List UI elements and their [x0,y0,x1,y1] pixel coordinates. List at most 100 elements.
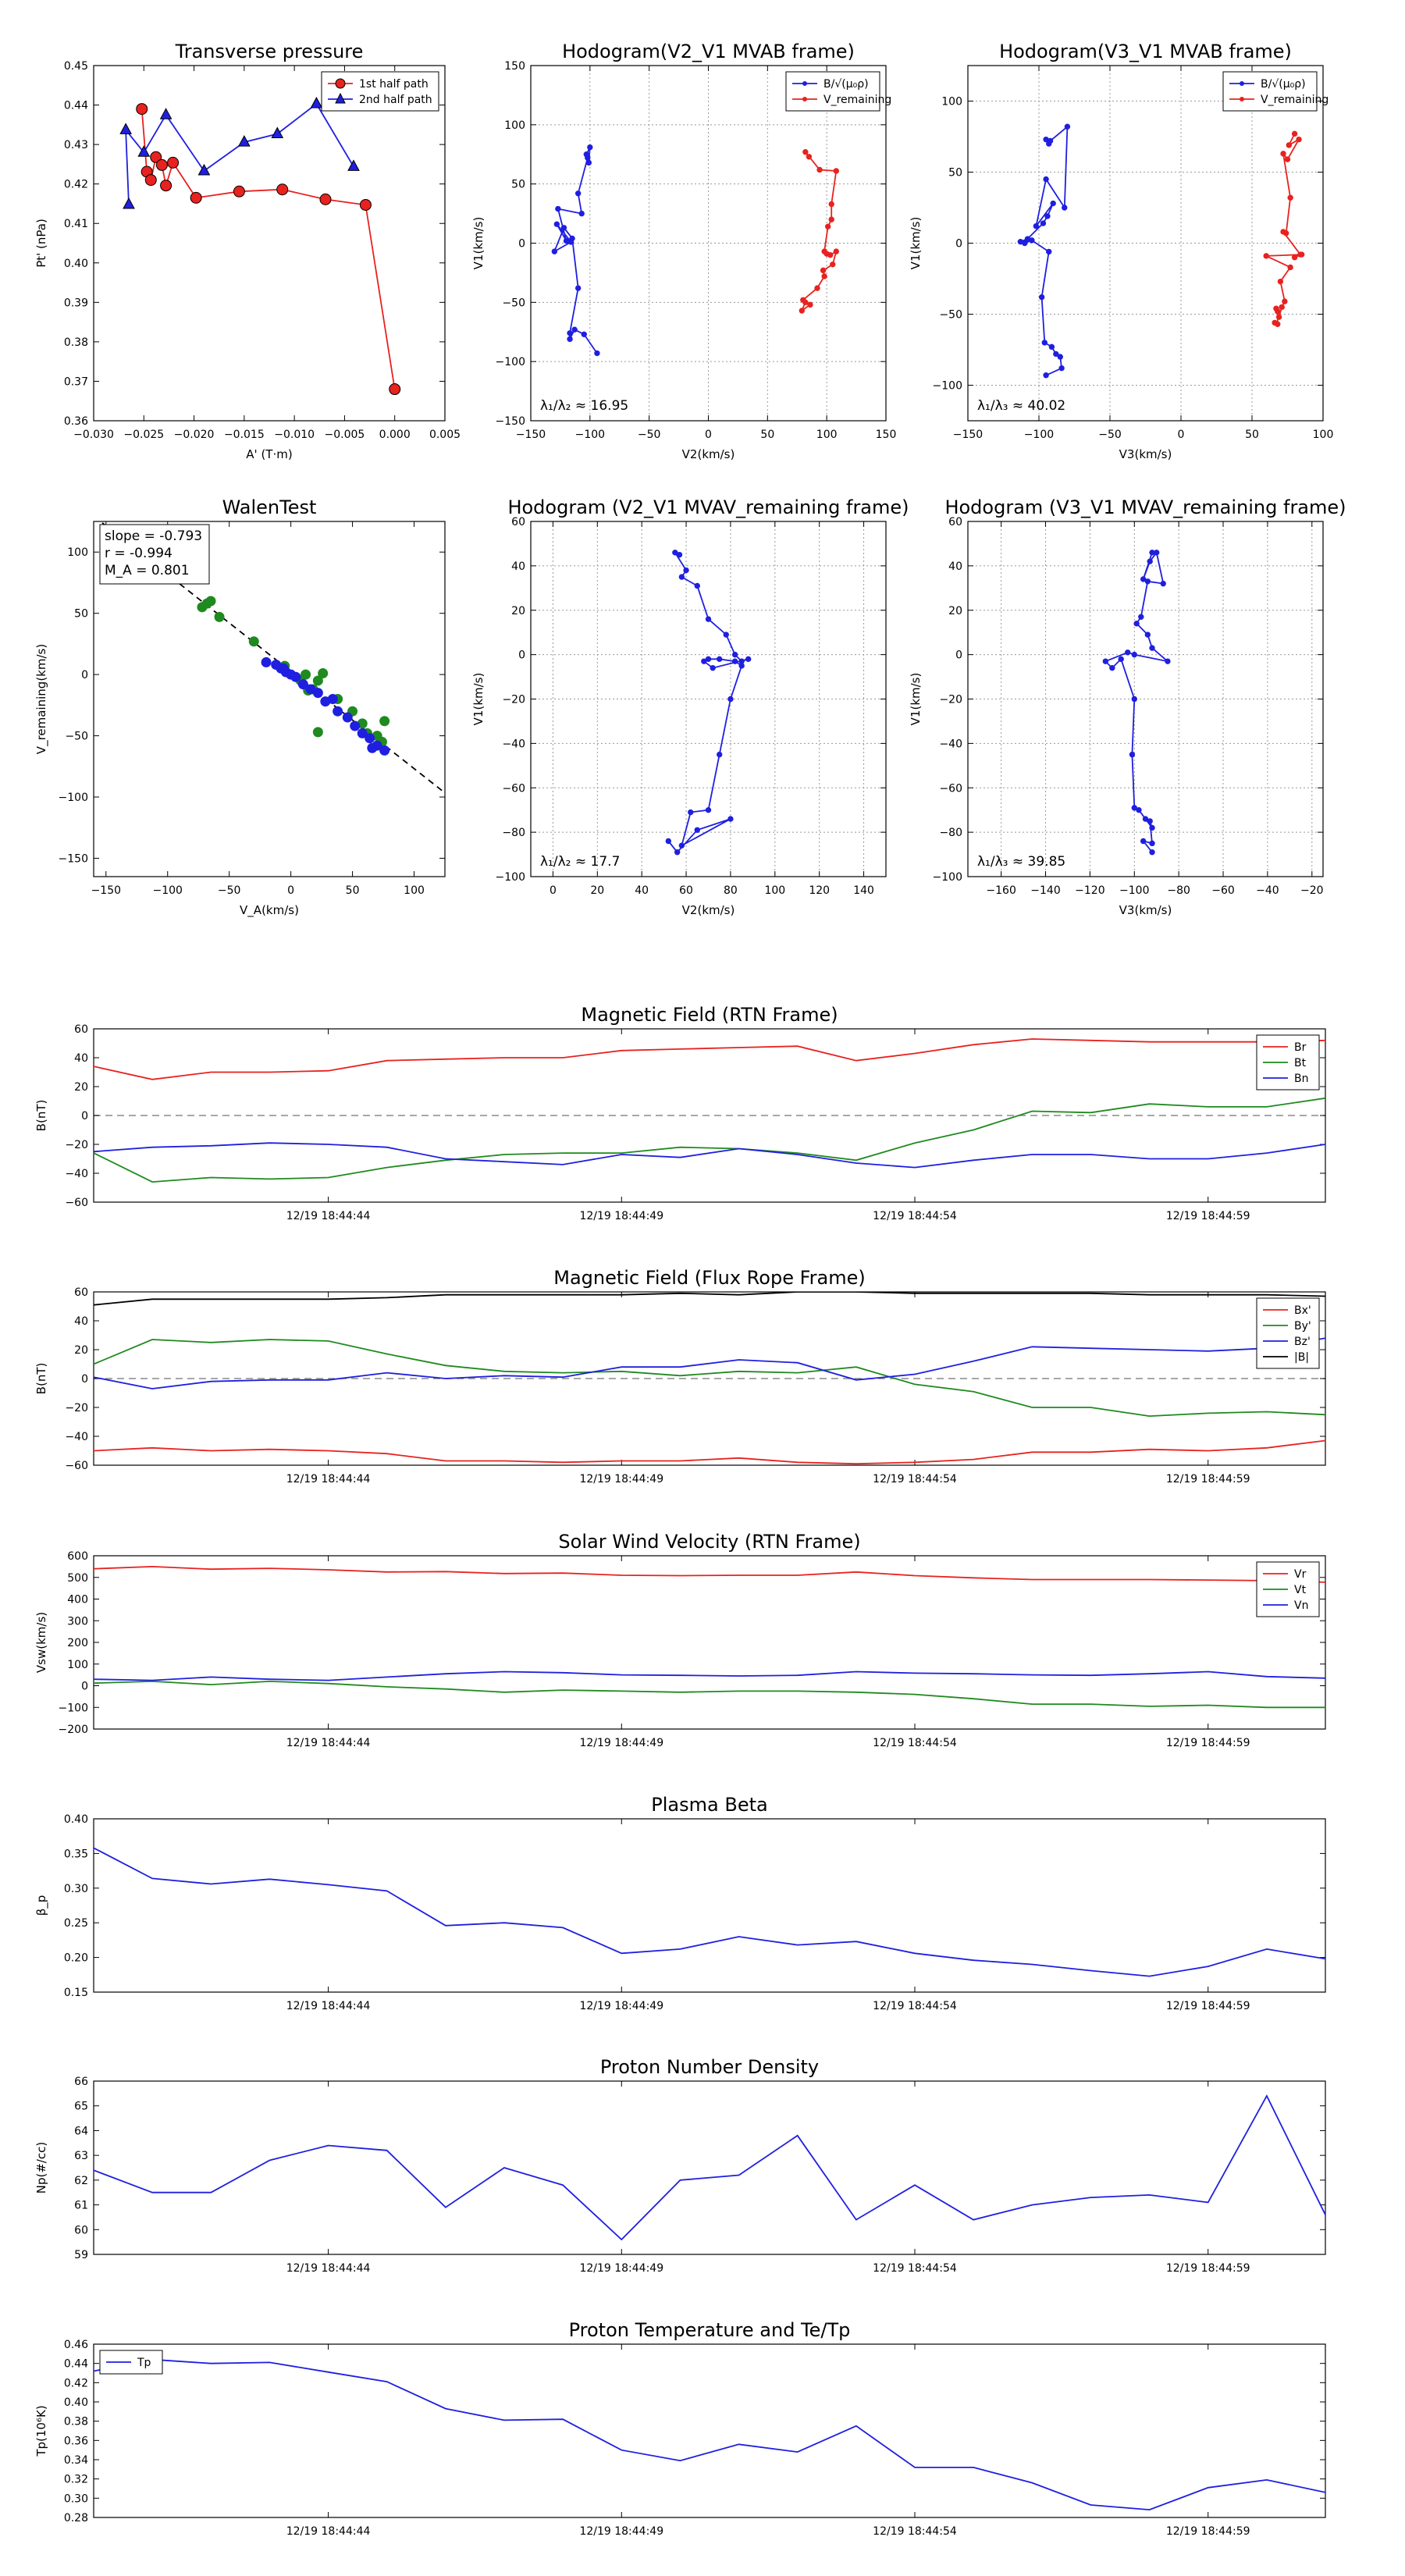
data-point [727,696,734,703]
data-point [567,336,573,343]
data-point [678,574,685,580]
x-tick-label: −150 [953,429,983,441]
y-tick-label: 0 [81,669,88,681]
legend-label: Vn [1294,1599,1308,1612]
x-tick-label: 40 [635,884,649,897]
y-tick-label: 200 [67,1637,88,1649]
data-point [802,149,809,155]
chart-data-area [94,2094,1325,2241]
series-line-by- [94,1339,1325,1418]
x-tick-label: 100 [1313,429,1334,441]
x-tick-label: 12/19 18:44:54 [873,1737,957,1749]
chart-data-area [551,144,840,357]
data-point [674,849,681,856]
y-axis-label: Vsw(km/s) [34,1612,48,1673]
y-tick-label: 0.42 [64,2377,88,2389]
data-point [585,155,591,162]
data-point [1043,372,1049,379]
data-point [1118,656,1124,663]
x-tick-label: −50 [638,429,661,441]
y-tick-label: 0.42 [64,179,88,191]
x-tick-label: 12/19 18:44:44 [286,2000,371,2012]
series-line-vt [94,1680,1325,1709]
x-tick-label: 50 [1245,429,1259,441]
x-tick-label: 12/19 18:44:54 [873,2262,957,2275]
legend-marker [1240,97,1244,101]
data-point [727,816,734,822]
x-tick-label: −50 [1098,429,1122,441]
x-tick-label: 12/19 18:44:44 [286,1210,371,1222]
data-point [144,174,157,187]
y-tick-label: −100 [496,871,525,884]
data-point [1046,248,1052,255]
data-point [717,656,723,663]
y-tick-label: −60 [502,782,525,795]
y-tick-label: 60 [74,1286,88,1299]
data-point [830,262,836,268]
legend-label: By' [1294,1320,1311,1332]
y-tick-label: 0.30 [64,2492,88,2505]
x-tick-label: 20 [590,884,604,897]
x-tick-label: 12/19 18:44:59 [1166,2262,1250,2275]
legend-label: B/√(μ₀ρ) [823,78,869,91]
x-tick-label: 12/19 18:44:49 [579,1473,663,1485]
legend: 1st half path 2nd half path [321,71,439,112]
data-point [1291,130,1298,137]
data-point [717,751,723,758]
data-point [312,727,323,738]
chart-title: Magnetic Field (Flux Rope Frame) [553,1267,865,1289]
y-axis-label: V_remaining(km/s) [34,644,49,754]
data-point [569,235,575,242]
x-tick-label: 12/19 18:44:54 [873,1473,957,1485]
data-point [1286,142,1293,148]
data-point [327,694,338,704]
data-point [1165,658,1171,664]
data-point [312,675,323,686]
chart-title: Hodogram(V3_V1 MVAB frame) [999,41,1292,62]
data-point [1144,578,1151,585]
fit-stat-text: slope = -0.793 [105,528,202,544]
data-point [694,827,700,833]
plot-frame [93,65,446,422]
data-point [342,712,353,723]
x-tick-label: 80 [724,884,738,897]
data-point [389,383,401,396]
y-tick-label: 600 [67,1550,88,1563]
chart-solar-wind-velocity: −200 −100 0 100 200 300 400 500 600 12/19 18:44:4… [34,1531,1326,1749]
x-tick-label: −60 [1211,884,1235,897]
data-point [1040,220,1047,226]
y-tick-label: 0.28 [64,2512,88,2524]
y-tick-label: 0 [81,1681,88,1693]
chart-title: Proton Number Density [600,2056,819,2078]
x-tick-label: −0.015 [224,429,265,441]
data-point [585,159,592,166]
legend-label: Bn [1294,1073,1308,1085]
plot-frame [93,521,446,877]
x-tick-label: −160 [986,884,1016,897]
chart-hodogram-v3v1-mvav: −100 −80 −60 −40 −20 0 20 40 60 −160 −140 −120 −100 −… [909,496,1346,917]
y-tick-label: −50 [65,731,88,743]
x-tick-label: −80 [1167,884,1190,897]
y-tick-label: 50 [74,608,88,621]
data-point [745,656,752,663]
data-point [581,331,587,337]
y-tick-label: 0.20 [64,1952,88,1965]
y-tick-label: 300 [67,1615,88,1628]
x-tick-label: −0.010 [274,429,315,441]
data-point [676,551,683,558]
x-tick-label: 12/19 18:44:54 [873,2525,957,2538]
chart-title: WalenTest [222,496,317,518]
data-point [1263,253,1269,259]
x-tick-label: −20 [1300,884,1324,897]
data-point [318,668,329,679]
legend-label: 1st half path [359,78,429,91]
x-tick-label: 140 [853,884,874,897]
data-point [276,183,289,196]
legend-marker [335,92,346,104]
data-point [574,190,582,197]
y-tick-label: 50 [511,179,525,191]
plot-frame [93,1028,1326,1203]
data-point [738,663,745,669]
data-point [297,679,308,690]
